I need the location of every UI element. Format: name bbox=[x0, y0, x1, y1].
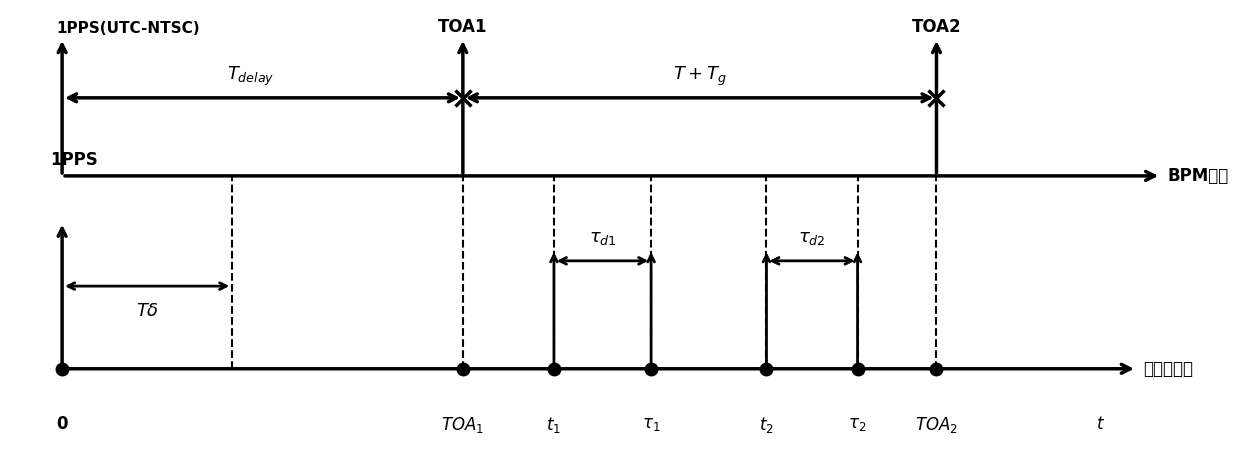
Text: TOA1: TOA1 bbox=[438, 18, 487, 36]
Text: $\tau_{d2}$: $\tau_{d2}$ bbox=[799, 229, 826, 247]
Text: $T_{delay}$: $T_{delay}$ bbox=[227, 65, 274, 88]
Text: $t_2$: $t_2$ bbox=[759, 415, 774, 435]
Text: 1PPS(UTC-NTSC): 1PPS(UTC-NTSC) bbox=[56, 21, 200, 36]
Text: $T+T_g$: $T+T_g$ bbox=[673, 65, 727, 88]
Text: $t$: $t$ bbox=[1096, 415, 1105, 433]
Text: TOA2: TOA2 bbox=[911, 18, 961, 36]
Text: 接收机时钟: 接收机时钟 bbox=[1143, 360, 1193, 378]
Text: $TOA_1$: $TOA_1$ bbox=[441, 415, 485, 435]
Text: $TOA_2$: $TOA_2$ bbox=[915, 415, 959, 435]
Text: 0: 0 bbox=[56, 415, 68, 433]
Text: $T\delta$: $T\delta$ bbox=[135, 302, 159, 320]
Text: $\tau_{d1}$: $\tau_{d1}$ bbox=[589, 229, 616, 247]
Text: $\tau_2$: $\tau_2$ bbox=[848, 415, 867, 433]
Text: $t_1$: $t_1$ bbox=[547, 415, 562, 435]
Text: BPM时间: BPM时间 bbox=[1167, 167, 1229, 185]
Text: 1PPS: 1PPS bbox=[50, 151, 98, 169]
Text: $\tau_1$: $\tau_1$ bbox=[642, 415, 660, 433]
